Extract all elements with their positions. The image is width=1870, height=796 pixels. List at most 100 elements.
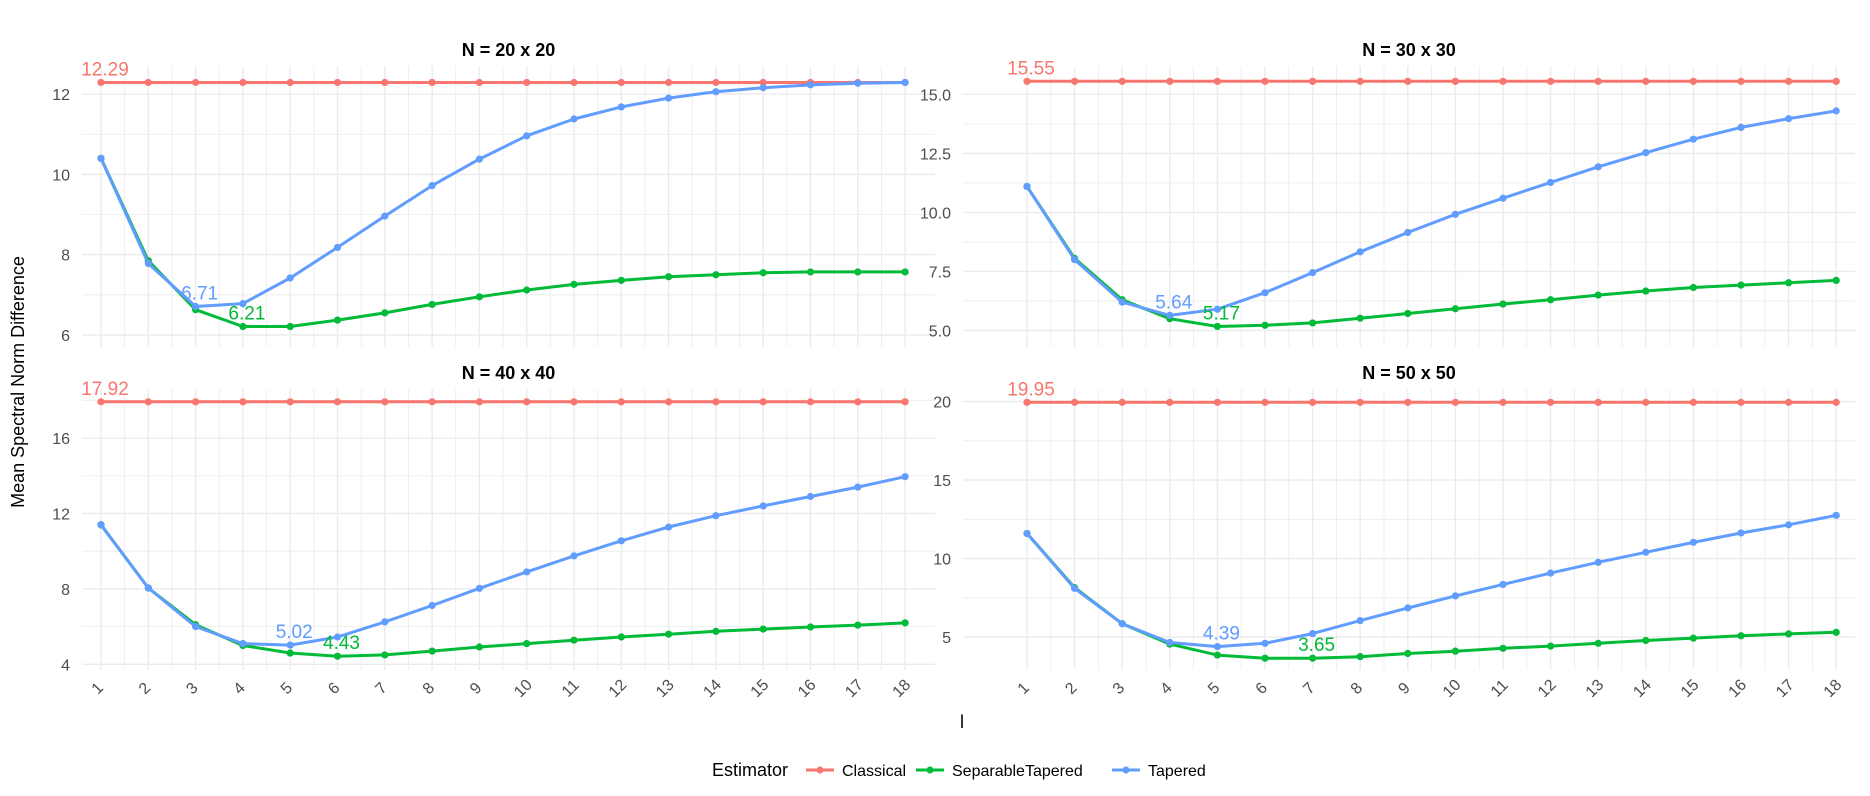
data-point-classical — [239, 398, 247, 406]
y-tick-label: 20 — [933, 395, 951, 412]
data-point-tapered — [1071, 584, 1079, 592]
y-tick-label: 5.0 — [929, 323, 951, 340]
data-point-classical — [144, 398, 152, 406]
data-point-separabletapered — [1737, 281, 1745, 289]
data-point-separabletapered — [333, 316, 342, 324]
data-point-classical — [901, 398, 909, 406]
data-point-classical — [97, 398, 105, 406]
data-point-tapered — [381, 212, 389, 220]
data-point-tapered — [854, 483, 862, 491]
data-point-separabletapered — [1404, 309, 1412, 318]
x-axis-label: l — [960, 712, 964, 732]
data-point-tapered — [1261, 639, 1269, 647]
data-point-classical — [1023, 398, 1031, 406]
data-point-tapered — [1213, 305, 1221, 313]
data-point-classical — [144, 78, 152, 87]
panel-title: N = 20 x 20 — [462, 40, 556, 60]
data-point-separabletapered — [854, 268, 862, 276]
x-tick-label: 5 — [278, 680, 296, 698]
data-point-separabletapered — [1642, 636, 1650, 645]
annotation-label-separabletapered: 5.17 — [1203, 303, 1240, 324]
data-point-classical — [381, 78, 389, 87]
data-point-tapered — [192, 302, 200, 311]
data-point-separabletapered — [665, 630, 673, 638]
data-point-tapered — [1451, 210, 1459, 218]
y-tick-label: 8 — [61, 248, 70, 265]
data-point-separabletapered — [854, 621, 862, 629]
data-point-classical — [759, 398, 767, 406]
data-point-separabletapered — [428, 300, 436, 309]
data-point-tapered — [523, 132, 531, 140]
data-point-separabletapered — [1785, 279, 1793, 287]
data-point-separabletapered — [665, 273, 673, 281]
data-point-classical — [1404, 398, 1412, 406]
data-point-classical — [523, 398, 531, 406]
y-tick-label: 4 — [61, 657, 70, 674]
x-tick-label: 4 — [1157, 680, 1175, 698]
x-tick-label: 14 — [1630, 676, 1655, 701]
data-point-tapered — [381, 618, 389, 626]
legend-label-tapered: Tapered — [1148, 763, 1206, 780]
y-tick-label: 8 — [61, 582, 70, 599]
data-point-tapered — [144, 584, 152, 592]
panel-2: N = 30 x 30 5.0 7.5 10.0 12.5 15.0 15.55 5.64 5.… — [920, 40, 1855, 347]
x-tick-label: 2 — [136, 680, 154, 698]
data-point-tapered — [1118, 298, 1126, 306]
x-tick-label: 12 — [606, 676, 631, 701]
data-point-tapered — [806, 492, 815, 501]
data-point-classical — [192, 78, 200, 87]
data-point-separabletapered — [475, 293, 483, 301]
y-tick-label: 7.5 — [929, 264, 951, 281]
data-point-tapered — [1547, 569, 1555, 577]
legend-title: Estimator — [712, 760, 788, 780]
data-point-tapered — [1832, 107, 1840, 115]
y-tick-label: 10 — [52, 167, 70, 184]
data-point-classical — [1166, 77, 1174, 85]
data-point-tapered — [712, 88, 720, 96]
data-point-classical — [1689, 398, 1697, 406]
data-point-tapered — [1404, 604, 1412, 612]
data-point-separabletapered — [1309, 319, 1317, 327]
data-point-separabletapered — [1213, 322, 1221, 331]
data-point-separabletapered — [1213, 651, 1221, 659]
data-point-tapered — [1451, 592, 1459, 600]
data-point-separabletapered — [570, 280, 578, 288]
data-point-classical — [1118, 398, 1126, 406]
data-point-tapered — [1737, 529, 1745, 537]
data-point-classical — [523, 78, 531, 87]
x-tick-label: 15 — [748, 676, 773, 701]
data-point-separabletapered — [1356, 314, 1364, 322]
data-point-classical — [1213, 77, 1221, 85]
data-point-classical — [1118, 77, 1126, 85]
data-point-separabletapered — [1785, 630, 1793, 638]
data-point-tapered — [475, 584, 483, 592]
data-point-classical — [1071, 398, 1079, 406]
data-point-tapered — [1642, 149, 1650, 157]
x-tick-label: 16 — [795, 676, 820, 701]
data-point-tapered — [239, 639, 247, 648]
data-point-tapered — [759, 502, 767, 510]
data-point-separabletapered — [239, 322, 247, 331]
data-point-tapered — [1594, 558, 1602, 566]
data-point-tapered — [665, 94, 673, 102]
data-point-tapered — [570, 552, 578, 560]
series-line-tapered — [99, 475, 906, 647]
data-point-tapered — [428, 182, 436, 190]
x-tick-label: 1 — [1015, 680, 1033, 698]
data-point-tapered — [1166, 311, 1174, 319]
data-point-classical — [1642, 398, 1650, 406]
data-point-tapered — [1309, 269, 1317, 277]
data-point-tapered — [475, 155, 483, 163]
legend: Estimator Classical SeparableTapered Tap… — [712, 760, 1206, 780]
data-point-separabletapered — [475, 643, 483, 651]
data-point-classical — [1785, 77, 1793, 85]
annotation-label-tapered: 6.71 — [181, 283, 218, 304]
panel-title: N = 40 x 40 — [462, 363, 556, 383]
data-point-tapered — [901, 78, 909, 87]
data-point-classical — [1547, 398, 1555, 406]
y-tick-label: 5 — [942, 630, 951, 647]
data-point-tapered — [333, 243, 342, 252]
data-point-tapered — [97, 154, 105, 162]
